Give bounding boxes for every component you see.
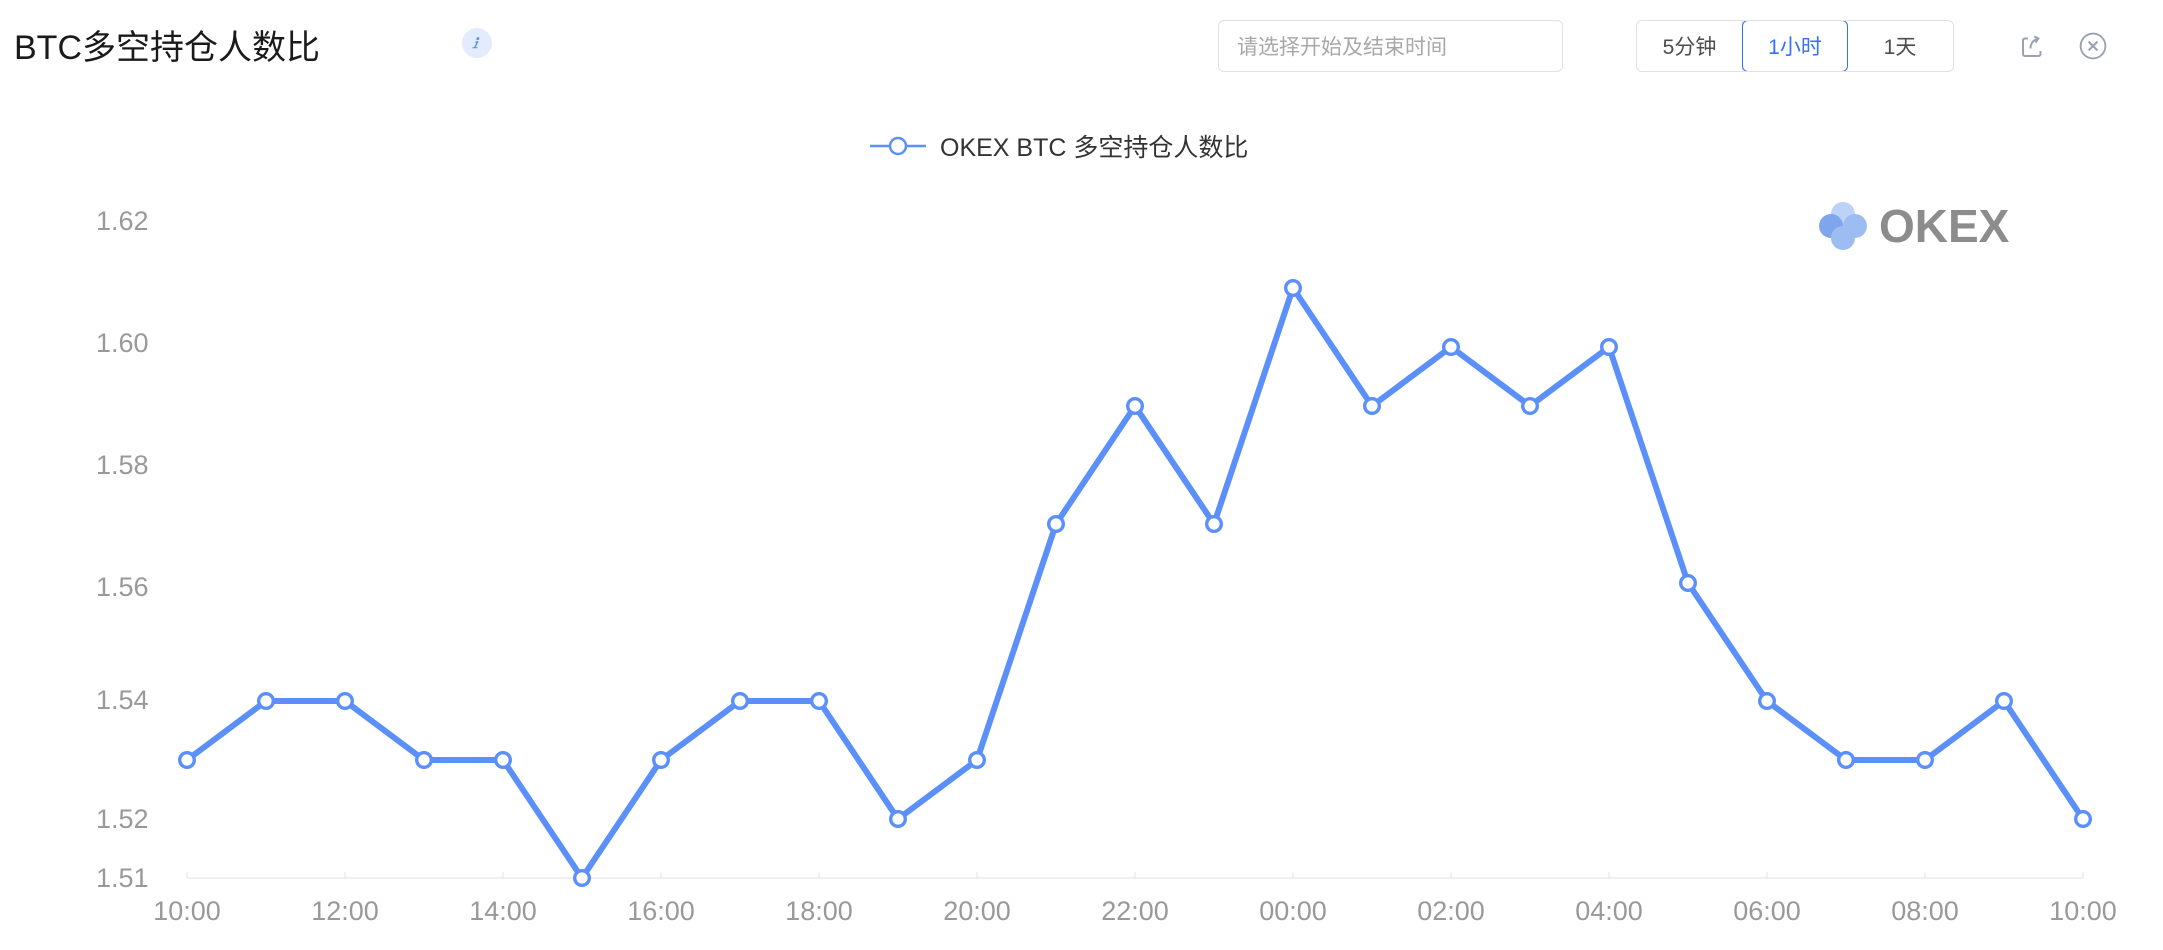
svg-text:22:00: 22:00 [1101,896,1169,926]
svg-text:1.62: 1.62 [96,206,149,236]
svg-text:06:00: 06:00 [1733,896,1801,926]
svg-text:10:00: 10:00 [153,896,221,926]
svg-text:1.58: 1.58 [96,450,149,480]
svg-text:04:00: 04:00 [1575,896,1643,926]
svg-text:00:00: 00:00 [1259,896,1327,926]
svg-text:16:00: 16:00 [627,896,695,926]
svg-text:18:00: 18:00 [785,896,853,926]
svg-text:1.52: 1.52 [96,804,149,834]
svg-text:02:00: 02:00 [1417,896,1485,926]
svg-text:14:00: 14:00 [469,896,537,926]
svg-text:20:00: 20:00 [943,896,1011,926]
svg-text:08:00: 08:00 [1891,896,1959,926]
svg-text:10:00: 10:00 [2049,896,2117,926]
svg-text:1.60: 1.60 [96,328,149,358]
svg-text:12:00: 12:00 [311,896,379,926]
svg-text:1.56: 1.56 [96,572,149,602]
svg-text:1.54: 1.54 [96,685,149,715]
svg-text:1.51: 1.51 [96,863,149,893]
